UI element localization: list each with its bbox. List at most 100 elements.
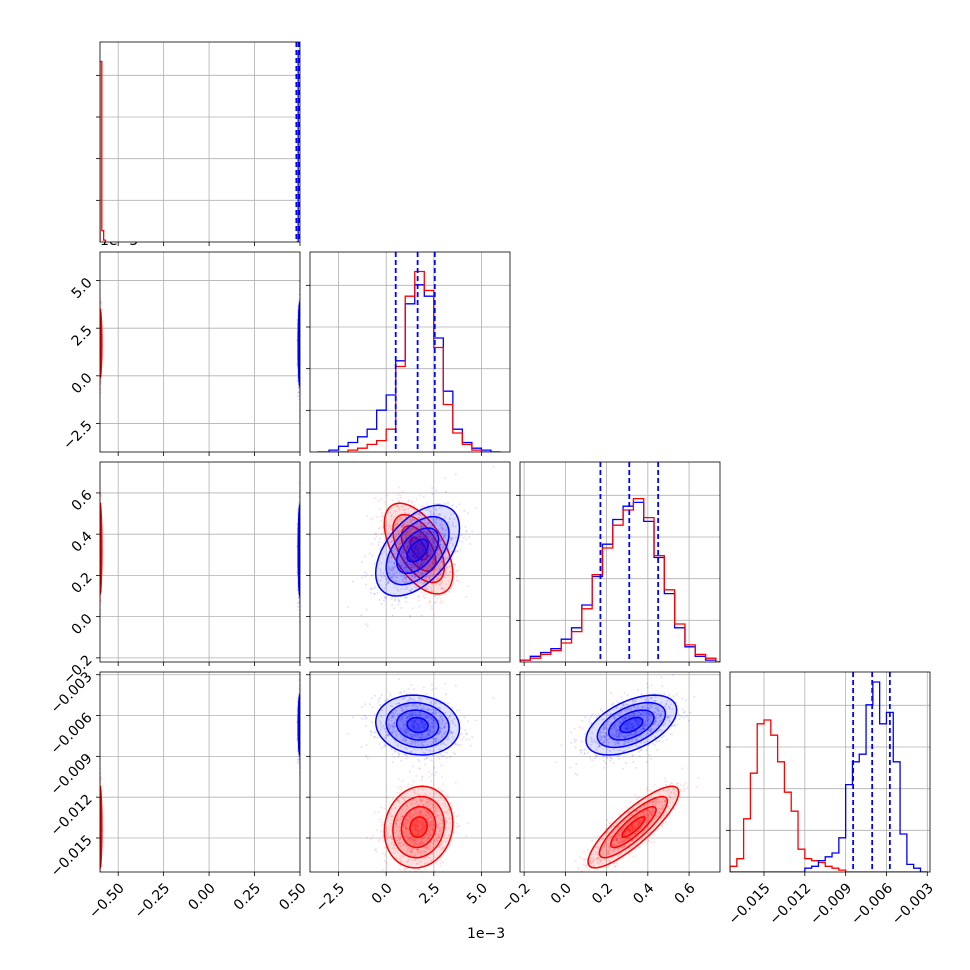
scatter-point [457,579,459,581]
scatter-point [98,561,100,563]
scatter-point [98,556,100,558]
scatter-point [97,572,99,574]
scatter-point [97,346,99,348]
scatter-point [300,340,302,342]
scatter-point [97,525,99,527]
scatter-point [98,346,100,348]
scatter-point [300,339,302,341]
scatter-point [98,568,100,570]
scatter-point [98,338,100,340]
scatter-point [98,556,100,558]
scatter-point [98,565,100,567]
scatter-point [97,323,99,325]
scatter-point [97,326,99,328]
scatter-point [98,557,100,559]
scatter-point [300,357,302,359]
scatter-point [98,334,100,336]
scatter-point [98,545,100,547]
scatter-point [300,328,302,330]
scatter-point [464,526,466,528]
scatter-point [98,550,100,552]
scatter-point [97,586,99,588]
scatter-point [301,536,303,538]
scatter-point [98,317,100,319]
scatter-point [97,342,99,344]
scatter-point [300,343,302,345]
scatter-point [98,560,100,562]
scatter-point [300,318,302,320]
scatter-point [300,549,302,551]
scatter-point [300,577,302,579]
scatter-point [300,551,302,553]
scatter-point [300,564,302,566]
scatter-point [360,614,362,616]
scatter-point [98,554,100,556]
scatter-point [97,361,99,363]
scatter-point [97,581,99,583]
scatter-point [439,580,441,582]
scatter-point [301,485,303,487]
scatter-point [300,326,302,328]
scatter-point [300,361,302,363]
scatter-point [300,533,302,535]
scatter-point [436,597,438,599]
scatter-point [98,564,100,566]
panel-background [310,252,510,452]
scatter-point [97,339,99,341]
scatter-point [300,331,302,333]
scatter-point [301,562,303,564]
scatter-point [98,317,100,319]
scatter-point [97,548,99,550]
scatter-point [300,331,302,333]
scatter-point [300,543,302,545]
scatter-point [392,615,394,617]
scatter-point [300,334,302,336]
scatter-point [98,354,100,356]
scatter-point [98,362,100,364]
scatter-point [300,554,302,556]
scatter-point [300,555,302,557]
scatter-point [300,529,302,531]
scatter-point [301,368,303,370]
scatter-point [98,318,100,320]
scatter-point [300,544,302,546]
scatter-point [300,561,302,563]
scatter-point [297,602,299,604]
scatter-point [440,602,442,604]
scatter-point [301,333,303,335]
scatter-point [301,557,303,559]
scatter-point [97,551,99,553]
scatter-point [300,309,302,311]
scatter-point [98,536,100,538]
scatter-point [98,343,100,345]
scatter-point [97,357,99,359]
scatter-point [98,334,100,336]
scatter-point [300,360,302,362]
scatter-point [300,514,302,516]
scatter-point [300,338,302,340]
scatter-point [97,525,99,527]
scatter-point [301,284,303,286]
scatter-point [300,532,302,534]
scatter-point [97,337,99,339]
scatter-point [300,282,302,284]
scatter-point [374,563,376,565]
scatter-point [97,343,99,345]
scatter-point [97,348,99,350]
scatter-point [301,333,303,335]
scatter-point [97,553,99,555]
scatter-point [97,541,99,543]
scatter-point [376,516,378,518]
scatter-point [97,345,99,347]
scatter-point [98,579,100,581]
scatter-point [97,349,99,351]
scatter-point [97,521,99,523]
scatter-point [97,325,99,327]
scatter-point [384,597,386,599]
scatter-point [301,356,303,358]
scatter-point [98,581,100,583]
scatter-point [98,567,100,569]
scatter-point [97,326,99,328]
scatter-point [301,536,303,538]
scatter-point [98,341,100,343]
